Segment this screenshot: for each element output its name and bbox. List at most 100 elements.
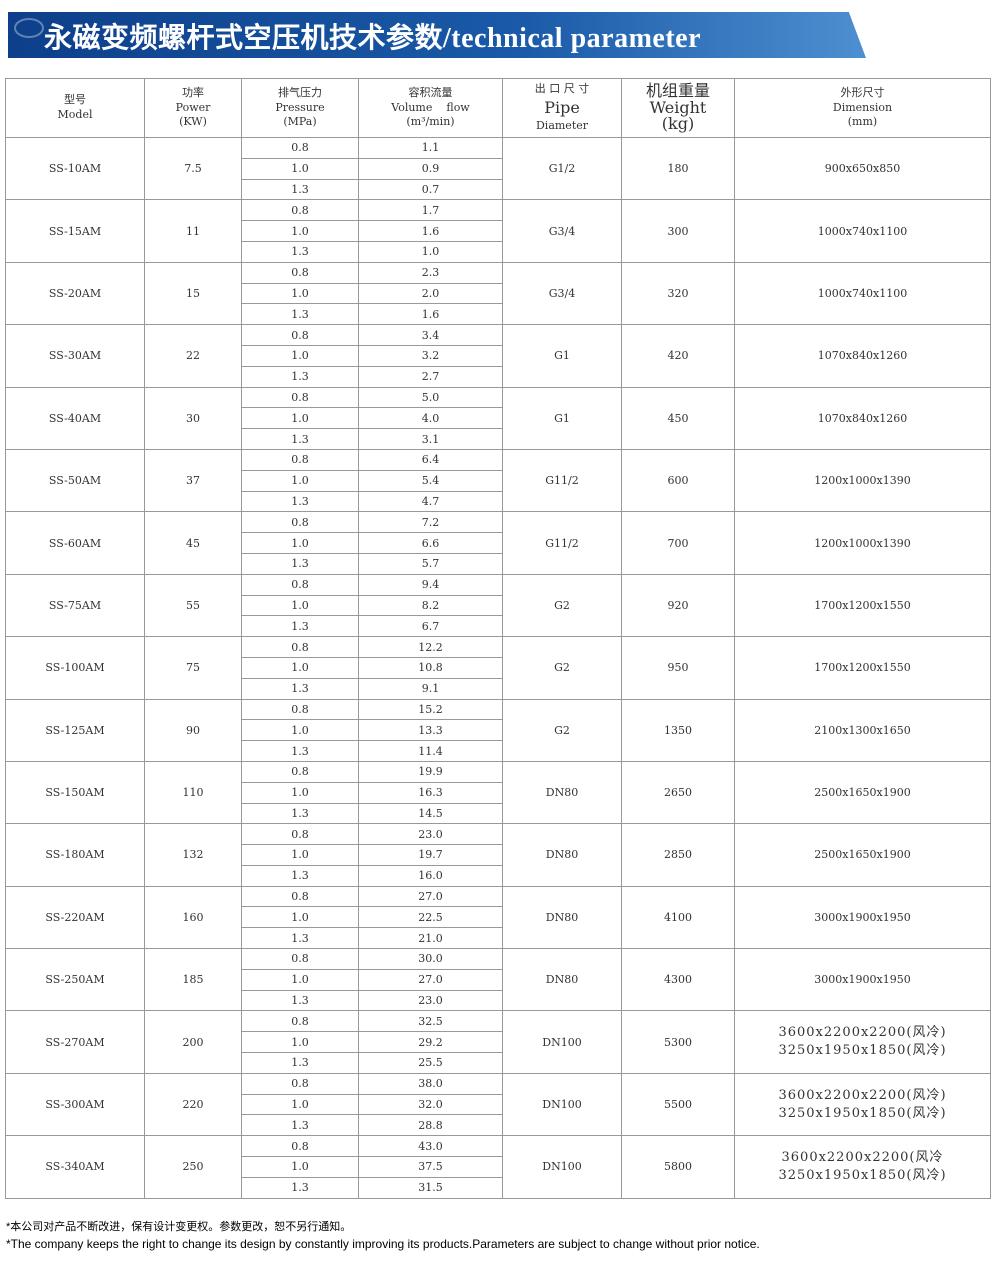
dimension-cell: 1070x840x1260 (734, 386, 991, 450)
table-row: 1.0 29.2 (6, 1031, 991, 1054)
flow-cell: 2.3 (358, 261, 503, 284)
power-cell: 11 (144, 199, 242, 263)
header-pressure: 排气压力 Pressure (MPa) (241, 78, 359, 138)
flow-cell: 5.0 (358, 386, 503, 409)
pressure-cell: 1.0 (241, 906, 359, 929)
weight-cell: 950 (621, 636, 735, 700)
pressure-cell: 1.0 (241, 532, 359, 554)
pipe-cell: G1 (502, 324, 622, 388)
flow-cell: 1.6 (358, 220, 503, 242)
pressure-cell: 0.8 (241, 636, 359, 658)
pressure-cell: 0.8 (241, 511, 359, 534)
pressure-cell: 0.8 (241, 573, 359, 596)
model-cell: SS-100AM (5, 636, 145, 700)
model-cell: SS-30AM (5, 324, 145, 388)
dimension-line: 1700x1200x1550 (814, 598, 911, 612)
header-pipe: 出 口 尺 寸 Pipe Diameter (502, 78, 622, 138)
pressure-cell: 1.0 (241, 656, 359, 679)
flow-cell: 14.5 (358, 802, 503, 825)
dimension-cell: 3600x2200x2200(风冷) 3250x1950x1850(风冷) (734, 1010, 991, 1074)
flow-cell: 32.0 (358, 1093, 503, 1116)
flow-cell: 30.0 (358, 948, 503, 970)
dimension-cell: 1700x1200x1550 (734, 573, 991, 638)
pressure-cell: 0.8 (241, 1135, 359, 1158)
pressure-cell: 1.3 (241, 1052, 359, 1074)
dimension-line: 2500x1650x1900 (814, 848, 911, 862)
note-chinese: *本公司对产品不断改进，保有设计变更权。参数更改，恕不另行通知。 (6, 1221, 352, 1233)
pipe-cell: G11/2 (502, 511, 622, 575)
header-weight: 机组重量 Weight (kg) (621, 78, 735, 138)
flow-cell: 1.0 (358, 240, 503, 263)
pressure-cell: 1.0 (241, 781, 359, 804)
dimension-cell: 1200x1000x1390 (734, 511, 991, 575)
pipe-cell: DN100 (502, 1135, 622, 1199)
flow-cell: 8.2 (358, 594, 503, 617)
flow-cell: 6.6 (358, 532, 503, 554)
power-cell: 250 (144, 1135, 242, 1199)
power-cell: 200 (144, 1010, 242, 1074)
table-row: SS-75AM 55 0.8 9.4 G2 920 1700x1200x1550 (5, 573, 991, 638)
model-cell: SS-250AM (5, 948, 145, 1012)
weight-cell: 920 (621, 573, 735, 638)
dimension-line: 2100x1300x1650 (814, 723, 911, 737)
pipe-cell: DN100 (502, 1010, 622, 1074)
flow-cell: 3.1 (358, 428, 503, 450)
flow-cell: 31.5 (358, 1176, 503, 1199)
title-banner: 永磁变频螺杆式空压机技术参数/technical parameter (8, 12, 866, 58)
pressure-cell: 1.3 (241, 677, 359, 700)
table-row: SS-15AM 11 0.8 1.7 G3/4 300 1000x740x1100 (5, 199, 991, 263)
pipe-cell: G1/2 (502, 136, 622, 201)
dimension-cell: 900x650x850 (734, 136, 991, 201)
table-row: 1.0 2.0 (6, 282, 991, 305)
dimension-cell: 1200x1000x1390 (734, 448, 991, 513)
pressure-cell: 0.8 (241, 948, 359, 970)
table-row: 1.3 3.1 (6, 428, 991, 450)
flow-cell: 22.5 (358, 906, 503, 929)
model-cell: SS-180AM (5, 823, 145, 887)
model-cell: SS-60AM (5, 511, 145, 575)
pressure-cell: 0.8 (241, 386, 359, 409)
table-row: 1.0 10.8 (6, 656, 991, 679)
weight-cell: 5500 (621, 1072, 735, 1137)
dimension-cell: 2500x1650x1900 (734, 760, 991, 825)
header-model: 型号 Model (5, 78, 145, 138)
flow-cell: 11.4 (358, 740, 503, 762)
weight-cell: 180 (621, 136, 735, 201)
pressure-cell: 1.0 (241, 1093, 359, 1116)
flow-cell: 32.5 (358, 1010, 503, 1033)
flow-cell: 0.9 (358, 157, 503, 180)
pipe-cell: G1 (502, 386, 622, 450)
dimension-cell: 3000x1900x1950 (734, 948, 991, 1012)
dimension-cell: 2500x1650x1900 (734, 823, 991, 887)
flow-cell: 28.8 (358, 1114, 503, 1137)
flow-cell: 27.0 (358, 885, 503, 908)
flow-cell: 0.7 (358, 178, 503, 201)
weight-cell: 4100 (621, 885, 735, 950)
pressure-cell: 1.3 (241, 240, 359, 263)
flow-cell: 23.0 (358, 989, 503, 1012)
pressure-cell: 1.0 (241, 1156, 359, 1178)
pipe-cell: DN100 (502, 1072, 622, 1137)
table-row: SS-20AM 15 0.8 2.3 G3/4 320 1000x740x1100 (5, 261, 991, 326)
pressure-cell: 1.0 (241, 282, 359, 305)
dimension-line: 1070x840x1260 (817, 411, 908, 425)
model-cell: SS-50AM (5, 448, 145, 513)
table-row: 1.0 13.3 (6, 719, 991, 742)
table-row: 1.3 25.5 (6, 1052, 991, 1074)
weight-cell: 4300 (621, 948, 735, 1012)
flow-cell: 29.2 (358, 1031, 503, 1054)
table-row: SS-50AM 37 0.8 6.4 G11/2 600 1200x1000x1390 (5, 448, 991, 513)
pressure-cell: 1.3 (241, 989, 359, 1012)
weight-cell: 600 (621, 448, 735, 513)
flow-cell: 16.3 (358, 781, 503, 804)
flow-cell: 16.0 (358, 864, 503, 887)
model-cell: SS-15AM (5, 199, 145, 263)
dimension-line: 3250x1950x1850(风冷) (778, 1043, 947, 1059)
pressure-cell: 0.8 (241, 199, 359, 222)
weight-cell: 700 (621, 511, 735, 575)
pressure-cell: 1.3 (241, 615, 359, 638)
flow-cell: 21.0 (358, 927, 503, 950)
pressure-cell: 0.8 (241, 448, 359, 471)
pressure-cell: 1.0 (241, 844, 359, 866)
weight-cell: 420 (621, 324, 735, 388)
